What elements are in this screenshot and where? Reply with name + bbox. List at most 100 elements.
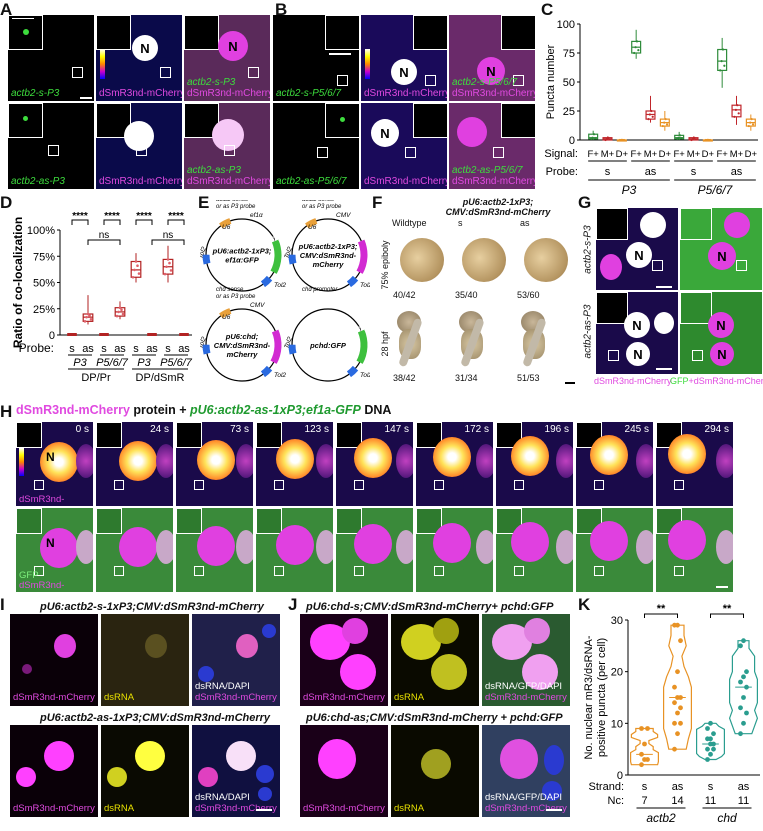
panel-label-i: I [0,595,5,614]
promoter-label: CMV [336,212,351,219]
caption: dSmR3nd-mCherry [195,803,277,814]
y-axis-label: Puncta number [545,44,557,119]
micrograph-b-5: N dSmR3nd-mCherry [361,103,447,189]
caption: dSmR3nd-mCherry [187,176,270,187]
micrograph-panelI-0-0: dSmR3nd-mCherry [10,614,98,706]
data-point [677,136,680,139]
y-tick-label: 30 [611,615,623,627]
nucleus-merge [668,520,706,560]
data-point [750,118,753,121]
data-point [663,121,666,124]
data-point [720,60,723,63]
panel-label-c: C [541,0,554,19]
caption: GFP [670,376,689,386]
micrograph-b-2: N dSmR3nd-mCherry [361,15,447,101]
plasmid-name: ef1α:GFP [225,256,259,265]
data-point [592,133,596,136]
embryo-count: 35/40 [455,290,478,300]
micrograph-a-2: N dSmR3nd-mCherry [96,15,182,101]
micrograph-panelI-1-2: dsRNA/DAPI dSmR3nd-mCherry [192,725,280,817]
micrograph-b-3: N actb2-s-P5/6/7 dSmR3nd-mCherry [449,15,535,101]
nucleus-label: N [391,59,417,85]
row-label-wrap: 28 hpf [378,305,390,385]
nucleus [522,654,558,690]
roi-box [114,566,124,576]
nucleus-merge [589,521,628,561]
panel-i-title-top: pU6:actb2-s-1xP3;CMV:dSmR3nd-mCherry [40,601,264,613]
u6-label: U6 [308,224,317,231]
micrograph-panelI-0-1: dsRNA [101,614,189,706]
data-point [694,138,697,141]
color-bar [19,448,24,476]
x-tick-label: s [165,343,171,355]
panel-h-title: dSmR3nd-mCherry protein + pU6:actb2-as-1… [16,403,391,417]
caption: actb2-s-P5/6/7 [276,88,342,99]
micrograph-b-1: actb2-s-P5/6/7 [273,15,359,101]
y-tick-label: 0 [49,330,55,342]
data-point [738,731,743,737]
nucleus-heatmap [118,441,157,481]
neighbor-cell [236,530,253,564]
timestamp: 245 s [624,424,649,435]
inset [256,508,282,534]
caption: dsRNA/DAPI [195,681,250,692]
plasmid-name: mCherry [227,350,259,359]
y-tick-label: 25% [33,304,55,316]
roi-box [194,566,204,576]
data-point [650,109,653,113]
roi-box [514,480,524,490]
col-s: s [458,218,463,228]
micrograph-a-6: actb2-as-P3 dSmR3nd-mCherry [184,103,270,189]
probe-set-label: P3 [73,357,87,369]
nucleus-label: N [132,35,158,61]
plasmid-name: mCherry [313,260,345,269]
data-point [738,679,743,685]
caption: dSmR3nd-mCherry [485,803,567,814]
sig-bracket [103,219,121,225]
neighbor-cell [76,530,93,564]
gene-label: GFP [356,327,369,333]
sig-label: **** [168,211,184,222]
data-point [648,113,651,116]
data-point [693,136,696,139]
micrograph-panelJ-1-0: dSmR3nd-mCherry [300,725,388,817]
sig-label: **** [136,211,152,222]
probe-set-label: P5/6/7 [698,183,734,197]
data-point [169,269,173,272]
nucleus-label: N [46,536,55,550]
panel-label-h: H [0,402,13,421]
nucleus [431,654,467,690]
x-tick-label: as [146,343,158,355]
caption: dSmR3nd-mCherry [13,692,95,703]
timestamp: 196 s [544,424,569,435]
x-tick-label: M+ [687,149,701,160]
x-tick-label: D+ [745,149,758,160]
col-wildtype: Wildtype [392,218,427,228]
data-point [639,762,644,768]
roi-box [194,480,204,490]
nucleus [54,634,76,658]
data-point [721,48,725,51]
sig-bracket [644,613,678,618]
data-point [137,272,141,275]
caption: actb2-s-P5/6/7 [452,77,518,88]
panel-label-a: A [0,0,13,19]
gene-cassette [356,239,368,274]
timelapse-frame-merge [656,508,733,592]
timestamp: 172 s [464,424,489,435]
nucleus [226,741,256,771]
data-point [645,726,650,731]
neighbor-cell [316,444,333,478]
data-point [749,121,752,124]
data-point [708,720,713,726]
nc-value: 7 [641,795,647,807]
data-point [675,731,680,737]
violin [630,727,659,766]
panel-label-f: F [372,193,383,212]
u6-label: U6 [222,224,231,231]
data-point [737,112,740,115]
micrograph-b-4: actb2-as-P5/6/7 [273,103,359,189]
nucleus-label: N [626,342,650,366]
nucleus [44,741,74,771]
